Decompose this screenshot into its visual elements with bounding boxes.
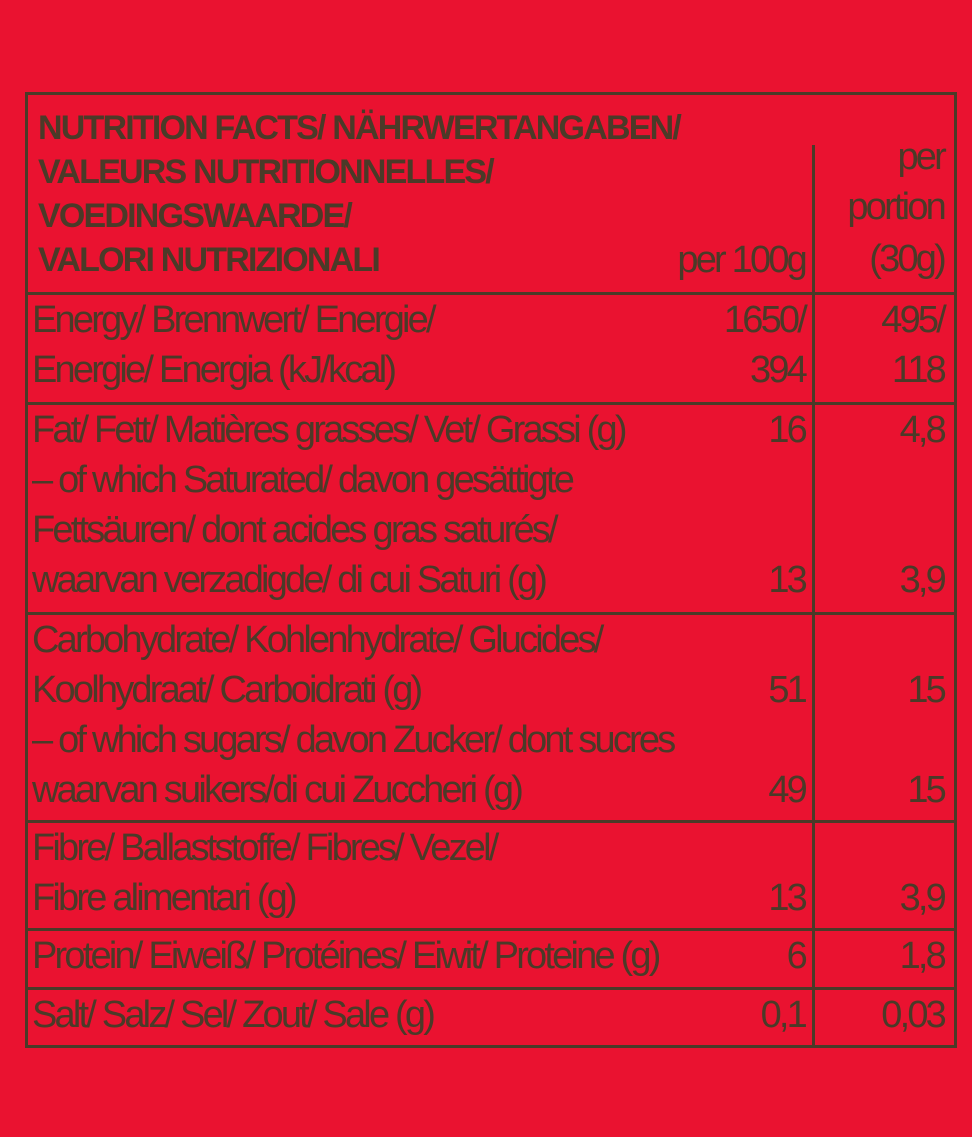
per-100g-value: 13	[768, 877, 807, 919]
row-divider	[25, 612, 957, 615]
row-divider	[25, 402, 957, 405]
per-portion-value: 118	[891, 349, 947, 391]
nutrient-label: Koolhydraat/ Carboidrati (g)	[32, 669, 423, 711]
nutrient-label: Fat/ Fett/ Matières grasses/ Vet/ Grassi…	[32, 409, 627, 451]
per-portion-header: per	[897, 136, 946, 178]
row-divider	[25, 928, 957, 931]
per-100g-header: per 100g	[677, 239, 807, 281]
nutrient-label: – of which Saturated/ davon gesättigte	[32, 459, 575, 501]
per-portion-header: (30g)	[869, 238, 947, 280]
per-portion-value: 15	[907, 669, 946, 711]
nutrient-label: – of which sugars/ davon Zucker/ dont su…	[32, 719, 676, 761]
header-title-line: NUTRITION FACTS/ NÄHRWERTANGABEN/	[38, 109, 682, 147]
nutrient-label: Fibre alimentari (g)	[32, 877, 298, 919]
per-portion-value: 495/	[881, 299, 947, 341]
nutrient-label: waarvan verzadigde/ di cui Saturi (g)	[32, 559, 548, 601]
per-100g-value: 1650/	[723, 299, 808, 341]
header-title-line: VALEURS NUTRITIONNELLES/	[38, 153, 495, 191]
nutrient-label: Fibre/ Ballaststoffe/ Fibres/ Vezel/	[32, 827, 499, 869]
per-100g-value: 49	[768, 769, 807, 811]
per-portion-value: 3,9	[899, 877, 947, 919]
per-portion-value: 0,03	[881, 994, 947, 1036]
per-portion-header: portion	[847, 186, 946, 228]
per-100g-value: 16	[768, 409, 807, 451]
nutrient-label: Salt/ Salz/ Sel/ Zout/ Sale (g)	[32, 994, 436, 1036]
per-100g-value: 13	[768, 559, 807, 601]
header-title-line: VOEDINGSWAARDE/	[38, 197, 353, 235]
per-portion-value: 1,8	[899, 935, 947, 977]
nutrient-label: waarvan suikers/di cui Zuccheri (g)	[32, 769, 524, 811]
nutrient-label: Carbohydrate/ Kohlenhydrate/ Glucides/	[32, 619, 604, 661]
row-divider	[25, 820, 957, 823]
nutrition-table-border	[25, 92, 957, 1048]
nutrient-label: Fettsäuren/ dont acides gras saturés/	[32, 509, 559, 551]
row-divider	[25, 987, 957, 990]
per-portion-value: 3,9	[899, 559, 947, 601]
row-divider	[25, 292, 957, 295]
nutrient-label: Energy/ Brennwert/ Energie/	[32, 299, 437, 341]
per-100g-value: 6	[786, 935, 808, 977]
column-divider	[812, 145, 815, 1045]
per-portion-value: 4,8	[899, 409, 947, 451]
per-100g-value: 394	[749, 349, 808, 391]
per-100g-value: 0,1	[760, 994, 808, 1036]
nutrient-label: Energie/ Energia (kJ/kcal)	[32, 349, 397, 391]
header-title-line: VALORI NUTRIZIONALI	[38, 241, 381, 279]
per-portion-value: 15	[907, 769, 946, 811]
nutrient-label: Protein/ Eiweiß/ Protéines/ Eiwit/ Prote…	[32, 935, 661, 977]
per-100g-value: 51	[768, 669, 807, 711]
